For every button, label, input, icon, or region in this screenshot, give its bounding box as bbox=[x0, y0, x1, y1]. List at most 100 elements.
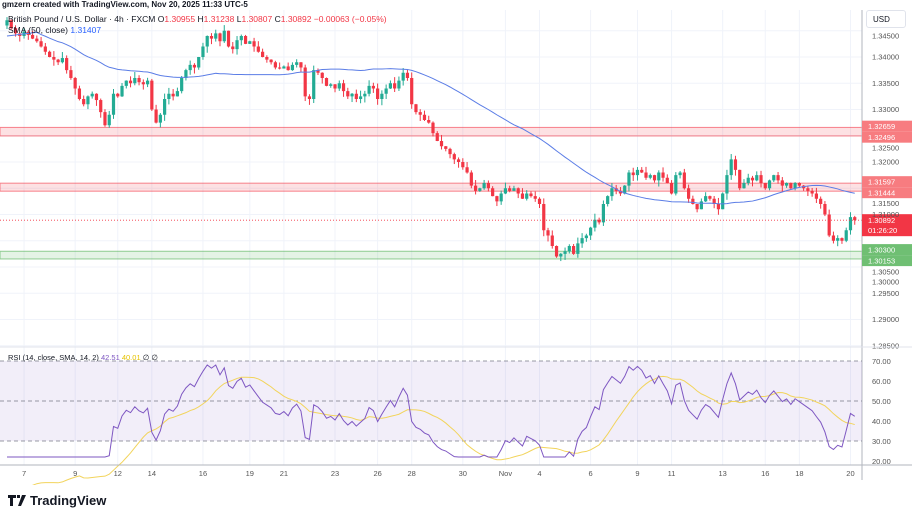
candle-body bbox=[90, 93, 94, 97]
candle bbox=[691, 195, 695, 205]
candle bbox=[648, 173, 652, 180]
candle bbox=[550, 230, 554, 249]
candle bbox=[772, 174, 776, 182]
price-tick-label: 1.32500 bbox=[872, 143, 899, 152]
candle bbox=[840, 237, 844, 244]
candle-body bbox=[197, 57, 201, 68]
candle-body bbox=[806, 188, 810, 191]
candle-body bbox=[299, 62, 303, 68]
candle bbox=[65, 55, 69, 74]
time-tick-label: 19 bbox=[246, 469, 254, 478]
candle-body bbox=[840, 238, 844, 241]
candle-body bbox=[65, 58, 69, 71]
candle-body bbox=[742, 183, 746, 189]
time-tick-label: 9 bbox=[635, 469, 639, 478]
currency-button[interactable]: USD bbox=[866, 10, 906, 28]
candle-body bbox=[341, 83, 346, 92]
candle bbox=[797, 182, 801, 188]
candle bbox=[516, 187, 520, 199]
candle bbox=[73, 76, 77, 95]
candle bbox=[273, 60, 277, 70]
candle bbox=[367, 80, 371, 97]
candle bbox=[77, 85, 82, 101]
candle bbox=[235, 36, 239, 55]
candle-body bbox=[738, 169, 742, 189]
time-tick-label: 11 bbox=[668, 469, 676, 478]
candle-body bbox=[652, 175, 657, 181]
candle-body bbox=[836, 238, 840, 241]
candle-body bbox=[218, 33, 222, 42]
candle-body bbox=[94, 93, 99, 101]
candle-body bbox=[337, 83, 341, 89]
candle bbox=[243, 34, 248, 45]
candle-body bbox=[350, 93, 354, 97]
candle bbox=[316, 68, 320, 76]
candle-body bbox=[418, 112, 422, 115]
candle-body bbox=[107, 114, 111, 126]
candle-body bbox=[5, 20, 9, 26]
candle bbox=[111, 88, 116, 119]
candle bbox=[495, 195, 499, 207]
candle bbox=[269, 59, 273, 65]
candle bbox=[721, 192, 725, 210]
candle-body bbox=[137, 78, 141, 83]
candle-body bbox=[452, 154, 456, 160]
candle bbox=[546, 227, 550, 242]
candle bbox=[461, 158, 465, 170]
close-label: C bbox=[274, 14, 281, 24]
symbol-name[interactable]: British Pound / U.S. Dollar · 4h · FXCM bbox=[8, 14, 156, 24]
candle bbox=[712, 196, 716, 209]
candle bbox=[567, 244, 571, 254]
candle-body bbox=[627, 172, 631, 186]
candle-body bbox=[554, 246, 559, 257]
candle-body bbox=[290, 64, 295, 71]
candle bbox=[682, 168, 686, 190]
candle bbox=[427, 115, 431, 124]
candle bbox=[652, 174, 657, 183]
candle bbox=[439, 134, 444, 150]
candle bbox=[69, 65, 73, 80]
candle-body bbox=[721, 193, 725, 210]
candle bbox=[329, 83, 333, 88]
candle bbox=[763, 182, 767, 190]
candle bbox=[848, 212, 853, 235]
candle-body bbox=[431, 122, 435, 134]
sma-legend[interactable]: SMA (50, close) 1.31407 bbox=[8, 25, 101, 35]
candle-body bbox=[171, 93, 175, 97]
rsi-sma-value: 40.01 bbox=[121, 353, 141, 362]
candle-body bbox=[584, 235, 588, 239]
candle bbox=[580, 233, 584, 248]
candle-body bbox=[269, 59, 273, 63]
candle-body bbox=[495, 196, 499, 202]
candle bbox=[755, 171, 759, 182]
candle-body bbox=[35, 38, 39, 42]
time-tick-label: 26 bbox=[373, 469, 381, 478]
candle bbox=[346, 87, 350, 100]
time-tick-label: 23 bbox=[331, 469, 339, 478]
candle bbox=[333, 84, 337, 93]
candle bbox=[601, 200, 605, 226]
candle-body bbox=[456, 159, 461, 162]
candle-body bbox=[354, 93, 358, 99]
candle-body bbox=[56, 59, 60, 63]
candle bbox=[324, 77, 329, 87]
candle bbox=[231, 42, 235, 54]
candle-body bbox=[265, 57, 269, 60]
candle bbox=[725, 169, 729, 200]
time-tick-label: Nov bbox=[499, 469, 513, 478]
candle bbox=[312, 65, 316, 104]
candle-body bbox=[593, 219, 597, 228]
candle bbox=[529, 191, 533, 198]
rsi-legend[interactable]: RSI (14, close, SMA, 14, 2) 42.51 40.01 … bbox=[8, 353, 158, 362]
candle bbox=[116, 92, 120, 98]
candle-body bbox=[844, 230, 848, 241]
price-chart[interactable]: 1.32659 1.32496 1.31597 1.31444 1.30300 1.301… bbox=[0, 0, 912, 485]
candle bbox=[376, 83, 380, 105]
candle bbox=[759, 170, 763, 188]
time-tick-label: 21 bbox=[280, 469, 288, 478]
candle bbox=[167, 87, 171, 105]
candle-body bbox=[397, 80, 401, 89]
price-tick-label: 1.30000 bbox=[872, 278, 899, 287]
candle bbox=[180, 75, 184, 94]
last-price-label: 1.30892 bbox=[868, 216, 895, 225]
